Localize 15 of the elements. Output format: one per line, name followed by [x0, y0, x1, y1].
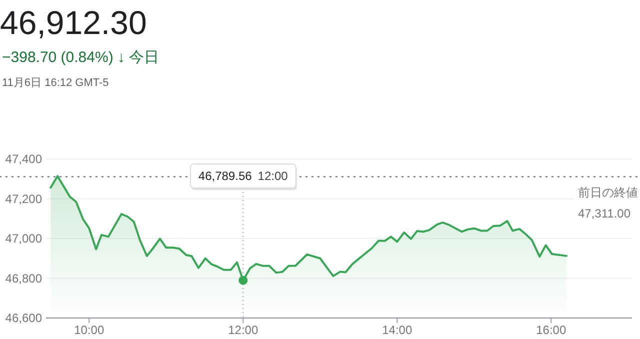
annotation: 46,789.56 — [198, 169, 252, 183]
y-tick-label: 47,200 — [5, 192, 42, 206]
x-tick-label: 14:00 — [382, 323, 412, 337]
chart-title: 46,912.30 — [0, 4, 147, 41]
y-tick-label: 47,000 — [5, 232, 42, 246]
chart-subtitle: −398.70 (0.84%) ↓ 今日 — [2, 49, 160, 66]
y-tick-label: 47,400 — [5, 152, 42, 166]
y-tick-label: 46,800 — [5, 271, 42, 286]
ref-line-label: 12:00 — [258, 169, 288, 183]
y-tick-label: 46,600 — [5, 311, 42, 325]
text: 11月6日 16:12 GMT-5 — [2, 77, 109, 89]
ref-line-label: 前日の終値 47,311.00 — [578, 186, 638, 221]
x-tick-label: 16:00 — [536, 323, 566, 337]
x-tick-label: 12:00 — [228, 323, 258, 337]
x-tick-label: 10:00 — [74, 323, 104, 337]
